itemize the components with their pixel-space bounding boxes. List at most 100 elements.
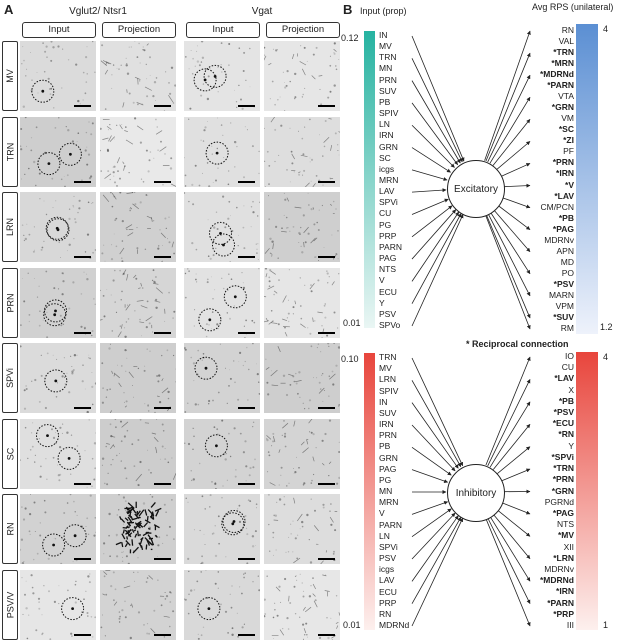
output-region-reciprocal: *ZI bbox=[514, 135, 574, 146]
output-region-reciprocal: *SPVi bbox=[514, 452, 574, 463]
output-region: MD bbox=[514, 257, 574, 268]
connection-arrow bbox=[412, 516, 458, 582]
output-region: CM/PCN bbox=[514, 202, 574, 213]
input-region: GRN bbox=[379, 453, 398, 464]
input-region: PRP bbox=[379, 231, 396, 242]
connection-arrow bbox=[412, 380, 461, 466]
input-region: RN bbox=[379, 609, 391, 620]
output-region-reciprocal: *PSV bbox=[514, 407, 574, 418]
connection-arrow bbox=[412, 513, 455, 559]
input-region: PAG bbox=[379, 464, 396, 475]
input-region: PSV bbox=[379, 553, 396, 564]
output-region: RN bbox=[514, 25, 574, 36]
input-region: MV bbox=[379, 41, 392, 52]
input-region: PAG bbox=[379, 253, 396, 264]
output-region-reciprocal: *PARN bbox=[514, 80, 574, 91]
input-region: LAV bbox=[379, 186, 394, 197]
input-region: IRN bbox=[379, 419, 394, 430]
connection-arrow bbox=[412, 470, 448, 483]
output-region: VPM bbox=[514, 301, 574, 312]
output-region-reciprocal: *GRN bbox=[514, 486, 574, 497]
output-region: CU bbox=[514, 362, 574, 373]
output-region-reciprocal: *PRN bbox=[514, 474, 574, 485]
connection-arrow bbox=[412, 148, 451, 173]
input-region: PRP bbox=[379, 598, 396, 609]
output-region-reciprocal: *LAV bbox=[514, 191, 574, 202]
input-region: PRN bbox=[379, 75, 397, 86]
connection-arrow bbox=[412, 36, 464, 161]
output-region-reciprocal: *IRN bbox=[514, 586, 574, 597]
input-region: ECU bbox=[379, 287, 397, 298]
input-region: PRN bbox=[379, 430, 397, 441]
input-region: SUV bbox=[379, 86, 396, 97]
connection-arrow bbox=[412, 214, 461, 304]
input-region: PG bbox=[379, 220, 391, 231]
output-region-reciprocal: *PARN bbox=[514, 598, 574, 609]
output-region-reciprocal: *PRN bbox=[514, 157, 574, 168]
input-region: Y bbox=[379, 298, 385, 309]
output-region-reciprocal: *LAV bbox=[514, 373, 574, 384]
output-region: RM bbox=[514, 323, 574, 334]
output-region-reciprocal: *RN bbox=[514, 429, 574, 440]
output-region-reciprocal: *PB bbox=[514, 396, 574, 407]
input-region: V bbox=[379, 508, 385, 519]
output-region-reciprocal: *PAG bbox=[514, 224, 574, 235]
output-region: III bbox=[514, 620, 574, 631]
connection-arrow bbox=[412, 358, 463, 466]
output-region: PO bbox=[514, 268, 574, 279]
input-region: icgs bbox=[379, 164, 394, 175]
connection-arrow bbox=[412, 509, 451, 537]
output-region-reciprocal: *SUV bbox=[514, 312, 574, 323]
input-region: IN bbox=[379, 397, 388, 408]
input-region: TRN bbox=[379, 352, 396, 363]
output-region: MDRNv bbox=[514, 235, 574, 246]
connection-arrow bbox=[412, 206, 452, 237]
output-region: VAL bbox=[514, 36, 574, 47]
excitatory-node: Excitatory bbox=[447, 160, 505, 218]
output-region: PGRNd bbox=[514, 497, 574, 508]
connection-arrow bbox=[412, 403, 458, 469]
output-region: Y bbox=[514, 441, 574, 452]
output-region-reciprocal: *SC bbox=[514, 124, 574, 135]
input-region: LN bbox=[379, 119, 390, 130]
connection-arrow bbox=[412, 518, 463, 626]
output-region: XII bbox=[514, 542, 574, 553]
inhibitory-node: Inhibitory bbox=[447, 464, 505, 522]
output-region-reciprocal: *MV bbox=[514, 530, 574, 541]
input-region: V bbox=[379, 275, 385, 286]
output-region: APN bbox=[514, 246, 574, 257]
output-region-reciprocal: *V bbox=[514, 180, 574, 191]
input-region: MN bbox=[379, 486, 392, 497]
output-region-reciprocal: *PAG bbox=[514, 508, 574, 519]
input-region: PARN bbox=[379, 242, 402, 253]
output-region: IO bbox=[514, 351, 574, 362]
connection-arrow bbox=[412, 212, 459, 281]
input-region: IN bbox=[379, 30, 388, 41]
input-region: MN bbox=[379, 63, 392, 74]
input-region: LAV bbox=[379, 575, 394, 586]
connection-arrow bbox=[412, 81, 460, 163]
input-region: LRN bbox=[379, 374, 396, 385]
output-region-reciprocal: *MRN bbox=[514, 58, 574, 69]
connection-arrow bbox=[412, 103, 458, 165]
output-region-reciprocal: *PB bbox=[514, 213, 574, 224]
connection-arrow bbox=[412, 58, 462, 162]
input-region: PG bbox=[379, 475, 391, 486]
output-region-reciprocal: *TRN bbox=[514, 47, 574, 58]
input-region: SUV bbox=[379, 408, 396, 419]
input-region: PSV bbox=[379, 309, 396, 320]
input-region: LN bbox=[379, 531, 390, 542]
input-region: SC bbox=[379, 153, 391, 164]
output-region-reciprocal: *MDRNd bbox=[514, 69, 574, 80]
input-region: SPVi bbox=[379, 197, 398, 208]
input-region: MDRNd bbox=[379, 620, 409, 631]
input-region: NTS bbox=[379, 264, 396, 275]
connection-arrow bbox=[412, 447, 451, 475]
output-region: VM bbox=[514, 113, 574, 124]
input-region: GRN bbox=[379, 142, 398, 153]
output-region: VTA bbox=[514, 91, 574, 102]
output-region-reciprocal: *GRN bbox=[514, 102, 574, 113]
output-region-reciprocal: *PRP bbox=[514, 609, 574, 620]
input-region: PB bbox=[379, 441, 390, 452]
connection-arrow bbox=[412, 170, 447, 180]
